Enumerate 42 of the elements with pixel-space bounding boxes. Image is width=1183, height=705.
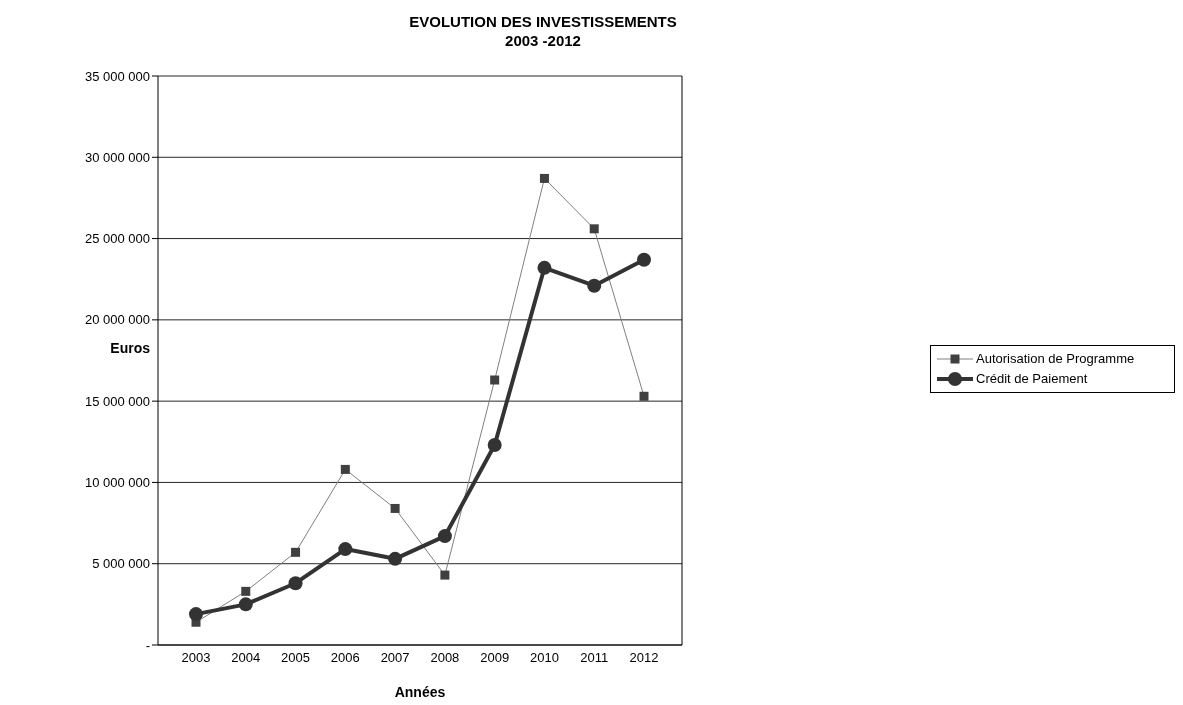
y-tick-label: 30 000 000 (84, 149, 150, 165)
point (539, 173, 549, 183)
chart-title: EVOLUTION DES INVESTISSEMENTS 2003 -2012 (408, 12, 678, 50)
legend-label: Crédit de Paiement (976, 371, 1088, 386)
y-tick-label: 25 000 000 (84, 231, 150, 247)
point (291, 547, 301, 557)
y-axis-title: Euros (110, 339, 151, 356)
x-tick-label: 2012 (629, 650, 659, 666)
x-tick-label: 2010 (529, 650, 559, 666)
point (340, 464, 350, 474)
y-tick-label: 15 000 000 (84, 393, 150, 409)
point (388, 551, 403, 566)
x-tick-label: 2003 (181, 650, 211, 666)
x-tick-label: 2009 (480, 650, 510, 666)
x-tick-label: 2004 (231, 650, 261, 666)
point (241, 586, 251, 596)
point (288, 576, 303, 591)
x-tick-label: 2006 (330, 650, 360, 666)
point (637, 252, 651, 267)
legend-label: Autorisation de Programme (976, 351, 1135, 366)
y-tick-label: 5 000 000 (92, 556, 150, 572)
point (589, 224, 599, 234)
point (437, 529, 452, 544)
x-tick-label: 2007 (380, 650, 410, 666)
x-tick-label: 2008 (430, 650, 460, 666)
y-tick-label: - (145, 637, 150, 653)
point (189, 607, 203, 622)
point (490, 375, 500, 385)
point (238, 597, 253, 612)
y-tick-label: 35 000 000 (84, 68, 150, 84)
point (587, 278, 602, 293)
point (440, 570, 450, 580)
x-tick-label: 2011 (580, 650, 609, 666)
x-tick-label: 2005 (281, 650, 311, 666)
point (390, 503, 400, 513)
point (487, 438, 502, 453)
y-tick-label: 10 000 000 (84, 475, 150, 491)
point (338, 542, 353, 557)
point (639, 391, 649, 401)
x-axis-title: Années (394, 684, 446, 700)
point (537, 260, 552, 275)
y-tick-label: 20 000 000 (84, 312, 150, 328)
